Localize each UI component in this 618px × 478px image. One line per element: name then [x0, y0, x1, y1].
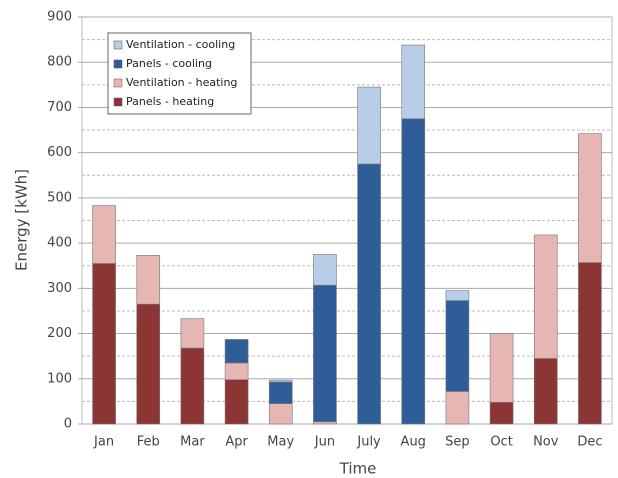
- x-tick-label: Jun: [314, 435, 335, 450]
- x-tick-label: Sep: [445, 435, 470, 450]
- x-tick-label: Nov: [533, 435, 559, 450]
- y-tick-label: 200: [47, 326, 72, 341]
- legend-box: [107, 32, 252, 115]
- x-tick-label: Feb: [137, 435, 160, 450]
- bar-segment: [489, 333, 514, 403]
- x-tick-label: July: [356, 435, 381, 450]
- legend-label: Panels - heating: [126, 95, 214, 108]
- bar-segment: [268, 381, 293, 404]
- bar-segment: [357, 163, 381, 425]
- bar-segment: [268, 379, 293, 383]
- bar-segment: [268, 403, 293, 425]
- legend-swatch: [113, 59, 123, 69]
- bar-segment: [401, 118, 426, 425]
- x-tick-label: Jan: [93, 435, 114, 450]
- y-tick-label: 300: [47, 281, 72, 296]
- y-tick-label: 600: [47, 145, 72, 160]
- bar-segment: [92, 205, 116, 264]
- x-tick-label: Dec: [577, 435, 602, 450]
- y-tick-label: 0: [64, 417, 72, 432]
- y-tick-label: 400: [47, 236, 72, 251]
- x-tick-label: Oct: [490, 435, 512, 450]
- bar-segment: [92, 263, 116, 425]
- legend-swatch: [113, 78, 123, 88]
- bar-segment: [445, 290, 470, 301]
- bar-segment: [224, 379, 249, 425]
- bar-segment: [136, 255, 161, 305]
- x-axis-label: Time: [339, 460, 377, 478]
- y-tick-label: 500: [47, 190, 72, 205]
- x-tick-label: May: [267, 435, 294, 450]
- bar-segment: [578, 133, 602, 263]
- bar-segment: [357, 86, 381, 165]
- bar-segment: [180, 318, 205, 349]
- bar-segment: [533, 234, 558, 359]
- x-tick-label: Mar: [180, 435, 205, 450]
- legend: Ventilation - cooling Panels - cooling Ven…: [107, 32, 252, 115]
- bar-segment: [578, 262, 602, 425]
- bar-segment: [445, 391, 470, 425]
- x-tick-label: Apr: [225, 435, 248, 450]
- bar-segment: [533, 358, 558, 425]
- y-tick-label: 700: [47, 100, 72, 115]
- bar-segment: [136, 303, 161, 425]
- y-tick-label: 800: [47, 55, 72, 70]
- bar-segment: [401, 44, 426, 120]
- y-axis-label: Energy [kWh]: [13, 169, 31, 271]
- bar-segment: [313, 254, 337, 286]
- y-tick-label: 100: [47, 371, 72, 386]
- legend-label: Panels - cooling: [126, 57, 212, 70]
- bar-segment: [180, 347, 205, 425]
- legend-swatch: [113, 97, 123, 107]
- bar-segment: [224, 362, 249, 380]
- bar-segment: [489, 401, 514, 425]
- bar-segment: [224, 339, 249, 364]
- bar-segment: [313, 284, 337, 423]
- legend-label: Ventilation - heating: [126, 76, 237, 89]
- x-tick-label: Aug: [401, 435, 426, 450]
- legend-swatch: [113, 40, 123, 50]
- legend-label: Ventilation - cooling: [126, 38, 235, 51]
- bar-segment: [313, 421, 337, 425]
- y-tick-label: 900: [47, 10, 72, 25]
- bar-segment: [445, 300, 470, 392]
